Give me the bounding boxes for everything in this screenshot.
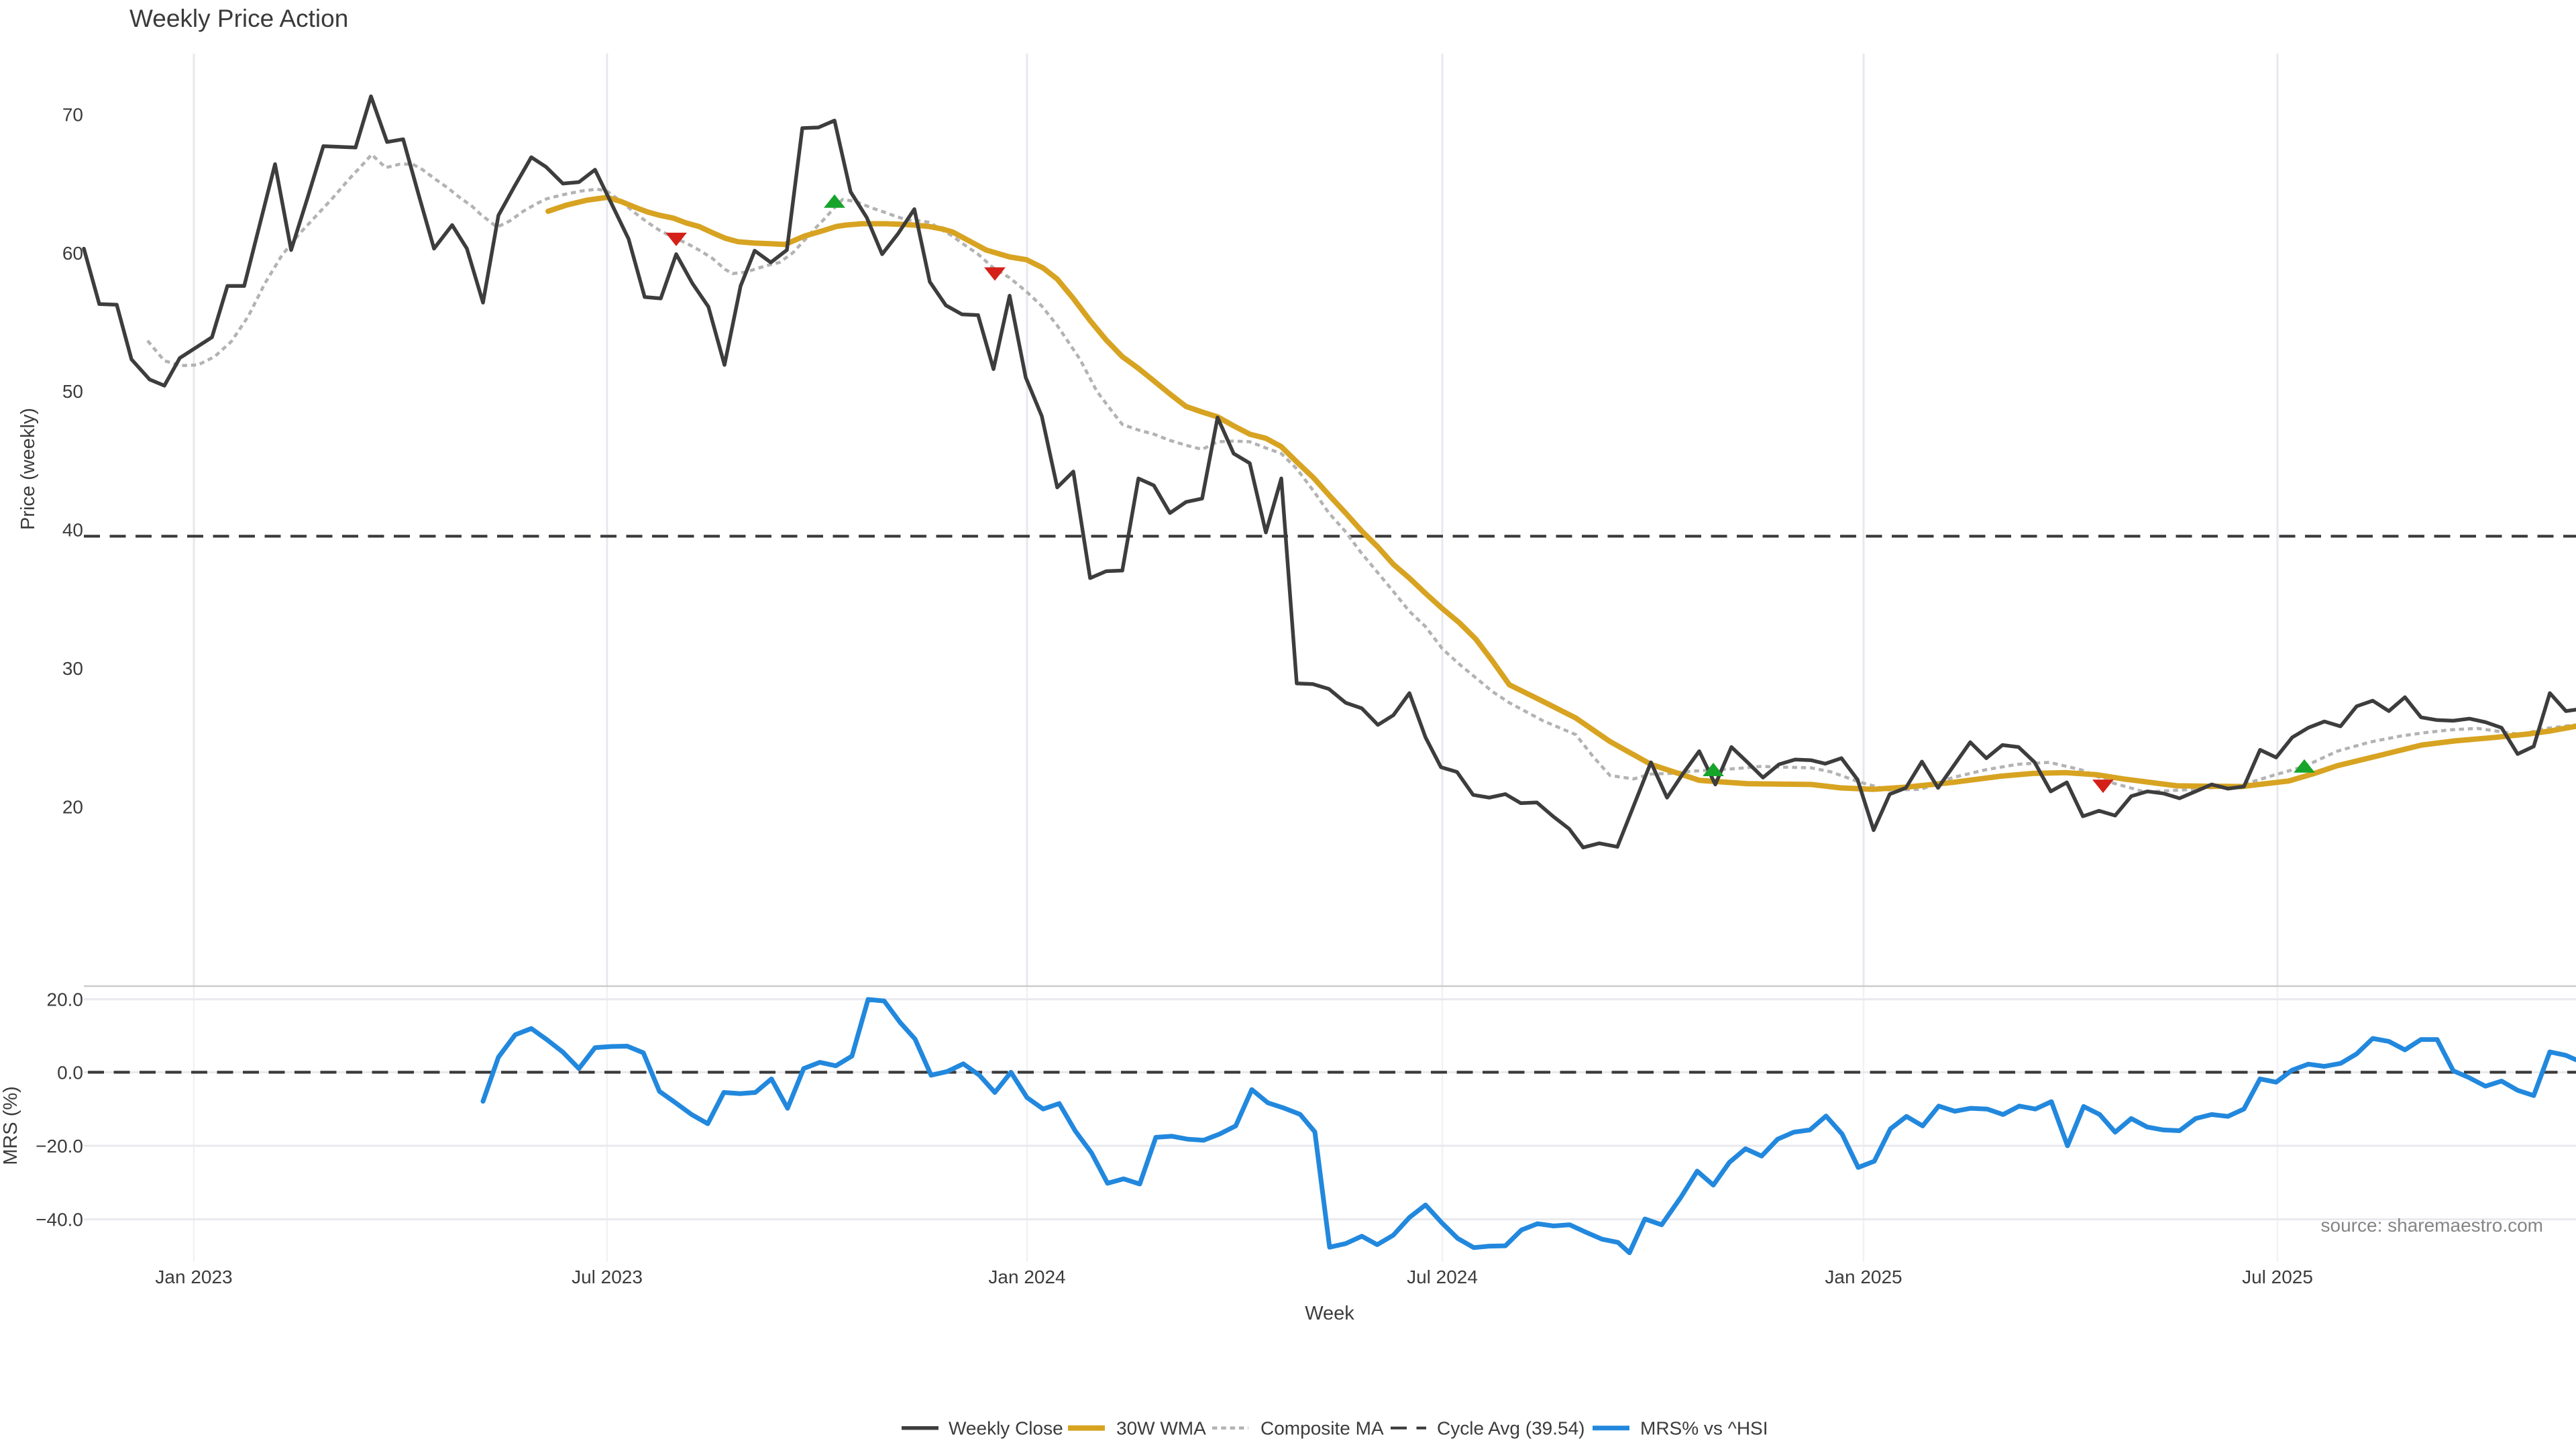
svg-text:20.0: 20.0: [47, 989, 84, 1010]
svg-text:Cycle Avg (39.54): Cycle Avg (39.54): [1437, 1418, 1585, 1439]
svg-text:30W WMA: 30W WMA: [1116, 1418, 1206, 1439]
svg-text:0.0: 0.0: [57, 1062, 83, 1083]
svg-text:40: 40: [62, 520, 83, 541]
svg-text:Jan 2023: Jan 2023: [155, 1267, 232, 1287]
svg-text:Jul 2025: Jul 2025: [2242, 1267, 2313, 1287]
svg-text:Jul 2023: Jul 2023: [572, 1267, 643, 1287]
svg-text:Week: Week: [1305, 1303, 1354, 1324]
svg-text:Jan 2024: Jan 2024: [988, 1267, 1065, 1287]
svg-text:−20.0: −20.0: [36, 1136, 83, 1157]
svg-text:30: 30: [62, 658, 83, 679]
svg-text:Jul 2024: Jul 2024: [1407, 1267, 1478, 1287]
svg-text:MRS% vs ^HSI: MRS% vs ^HSI: [1640, 1418, 1768, 1439]
svg-text:Jan 2025: Jan 2025: [1825, 1267, 1902, 1287]
svg-text:20: 20: [62, 796, 83, 817]
svg-text:Composite MA: Composite MA: [1260, 1418, 1384, 1439]
svg-text:source: sharemaestro.com: source: sharemaestro.com: [2321, 1215, 2543, 1236]
svg-text:60: 60: [62, 243, 83, 264]
svg-text:−40.0: −40.0: [36, 1210, 83, 1230]
svg-text:Weekly Price Action: Weekly Price Action: [129, 5, 348, 32]
svg-text:50: 50: [62, 381, 83, 402]
svg-text:70: 70: [62, 104, 83, 125]
svg-text:Weekly Close: Weekly Close: [949, 1418, 1063, 1439]
svg-text:Price (weekly): Price (weekly): [17, 408, 39, 530]
svg-text:MRS (%): MRS (%): [0, 1086, 21, 1165]
